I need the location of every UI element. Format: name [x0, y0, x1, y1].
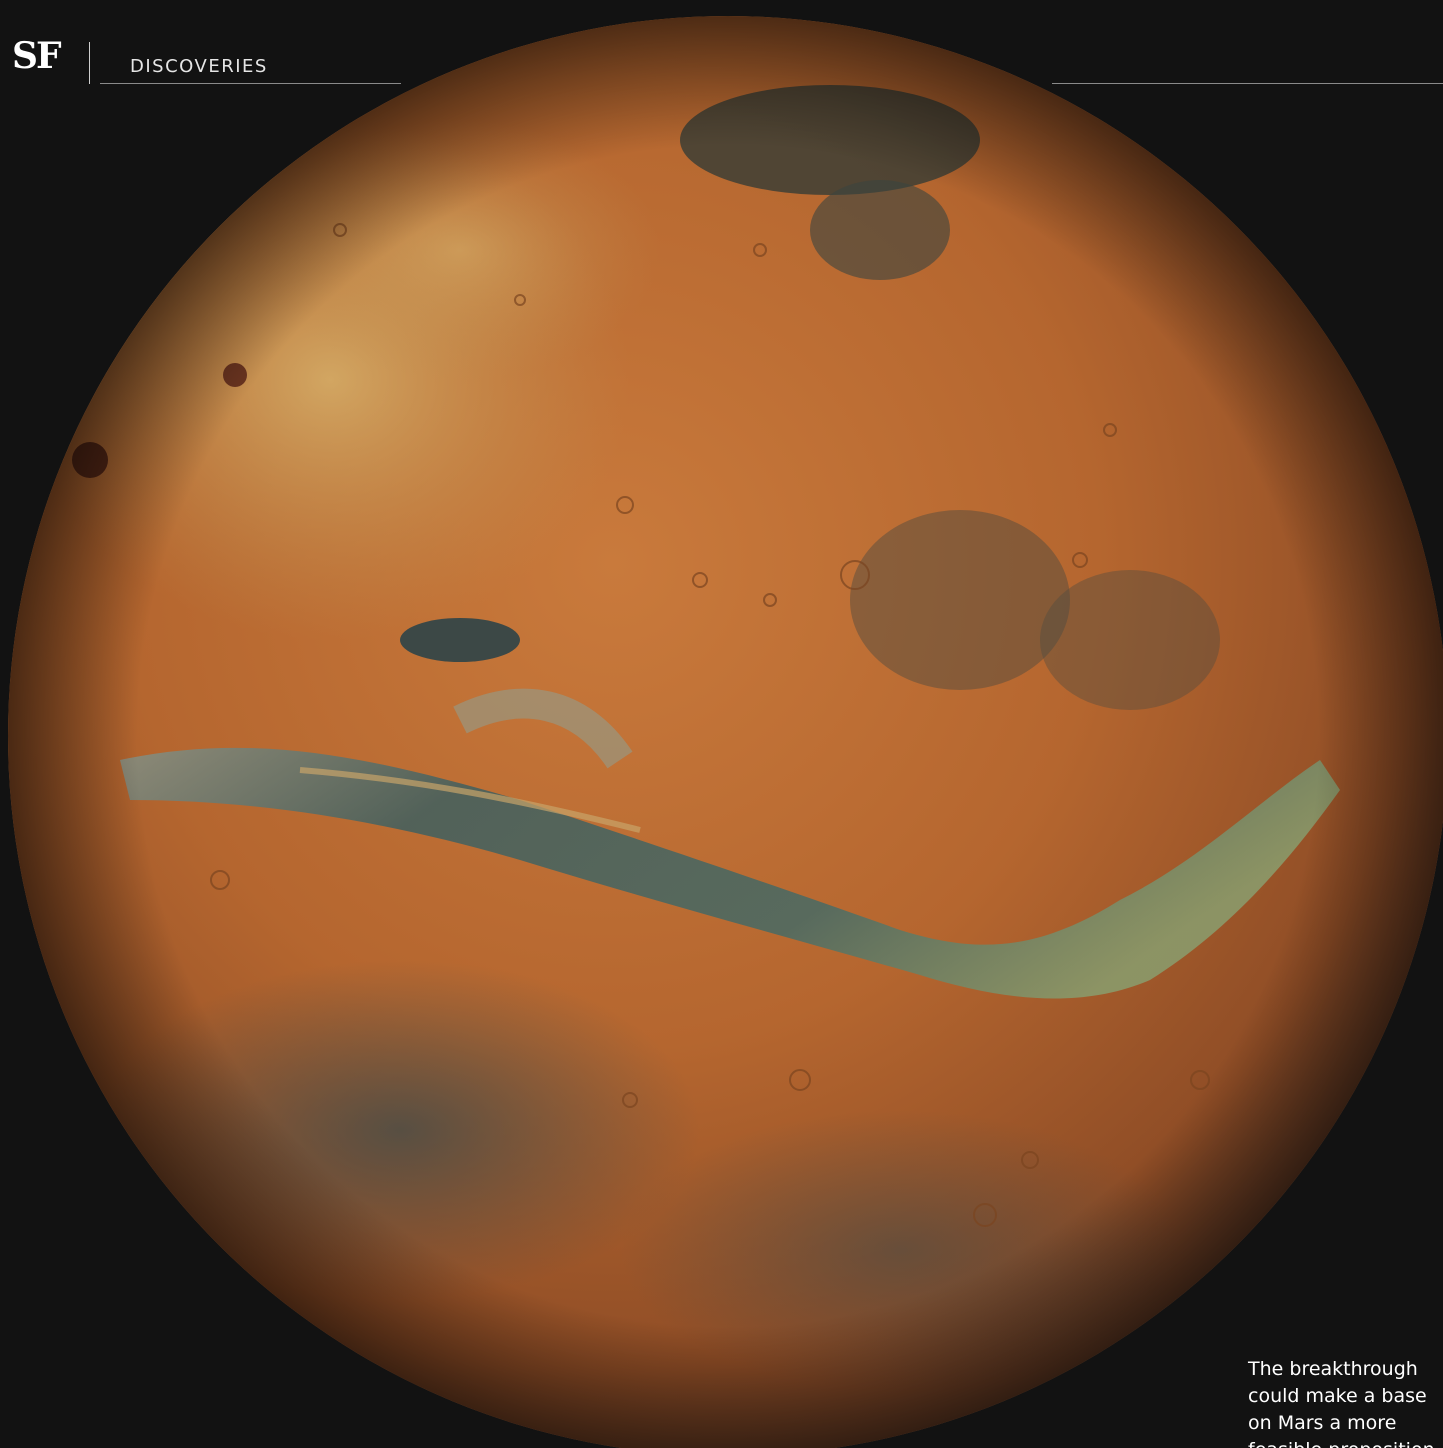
header-divider [89, 42, 90, 84]
header-rule-right [1052, 83, 1443, 84]
section-label[interactable]: DISCOVERIES [130, 56, 268, 77]
image-caption: The breakthrough could make a base on Ma… [1248, 1358, 1435, 1448]
header-rule-left [100, 83, 401, 84]
brand-logo[interactable]: SF [12, 35, 62, 77]
